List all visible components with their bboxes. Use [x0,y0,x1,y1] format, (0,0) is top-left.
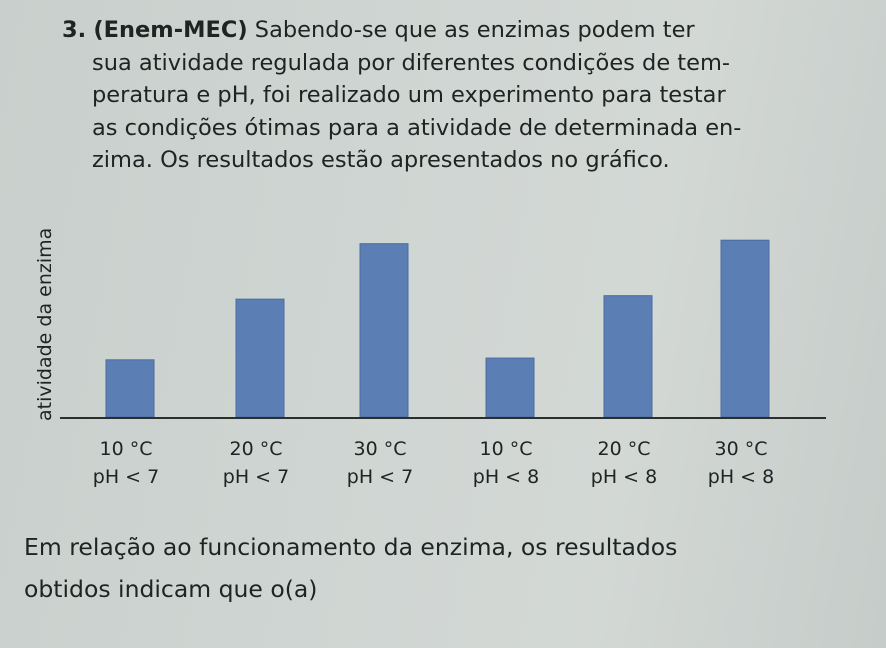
chart-tick-labels: 10 °C pH < 7 20 °C pH < 7 30 °C pH < 7 10 °C pH… [93,438,774,488]
question-text: 3. (Enem-MEC) Sabendo-se que as enzimas … [62,14,797,177]
question-line-4: as condições ótimas para a atividade de … [92,114,742,141]
bar [105,359,155,418]
question-line-3: peratura e pH, foi realizado um experime… [92,82,726,108]
question-source: (Enem-MEC) [93,17,248,43]
question-number: 3. [62,17,87,43]
tick-label-temperature: 10 °C [100,438,153,460]
tick-label-temperature: 20 °C [598,438,651,460]
tick-label-temperature: 30 °C [354,438,407,460]
tick-label-ph: pH < 8 [708,466,774,488]
tick-label-ph: pH < 7 [93,466,159,488]
tick-label-temperature: 30 °C [715,438,768,460]
footer-line-1: Em relação ao funcionamento da enzima, o… [24,533,678,561]
enzyme-activity-chart: atividade da enzima 10 °C pH < 7 20 °C pH <… [0,205,886,505]
chart-y-axis-label: atividade da enzima [34,228,56,421]
question-line-5: zima. Os resultados estão apresentados n… [92,147,670,173]
bar [720,239,770,418]
chart-svg: atividade da enzima 10 °C pH < 7 20 °C pH <… [34,228,826,488]
tick-label-ph: pH < 7 [347,466,413,488]
tick-label-temperature: 10 °C [480,438,533,460]
tick-label-ph: pH < 8 [591,466,657,488]
chart-bars [105,239,770,418]
tick-label-ph: pH < 7 [223,466,289,488]
question-line-1: Sabendo-se que as enzimas podem ter [254,17,695,43]
tick-label-ph: pH < 8 [473,466,539,488]
bar [235,298,285,418]
bar [603,295,653,418]
bar [485,357,535,418]
tick-label-temperature: 20 °C [230,438,283,460]
bar [359,243,409,418]
footer-line-2: obtidos indicam que o(a) [24,575,318,603]
question-line-2: sua atividade regulada por diferentes co… [92,49,731,76]
question-first-line: 3. (Enem-MEC) Sabendo-se que as enzimas … [62,14,797,47]
footer-text: Em relação ao funcionamento da enzima, o… [24,526,854,610]
